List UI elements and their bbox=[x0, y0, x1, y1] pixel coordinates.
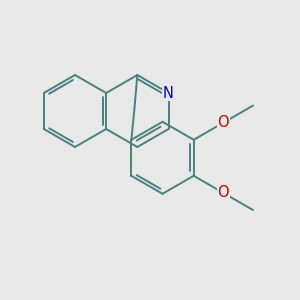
Text: N: N bbox=[163, 85, 174, 100]
Text: O: O bbox=[218, 185, 229, 200]
Text: O: O bbox=[218, 115, 229, 130]
